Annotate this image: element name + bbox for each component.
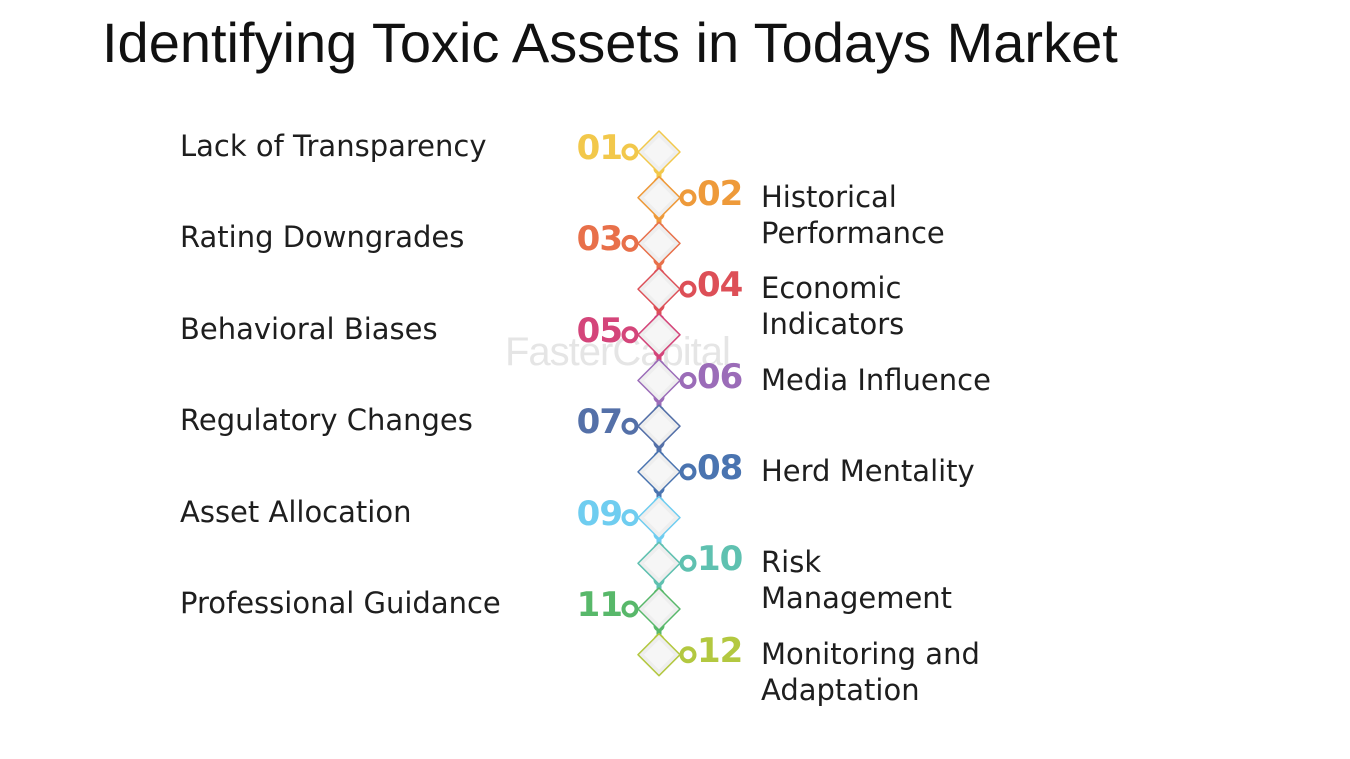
step-label: Risk Management: [761, 545, 953, 616]
step-number: 10: [697, 539, 743, 580]
step-connector-dot: [621, 600, 639, 618]
watermark-logo: FasterCapital: [505, 330, 731, 374]
step-number: 09: [576, 493, 623, 534]
step-diamond: [637, 541, 681, 586]
step-diamond: [637, 450, 681, 494]
step-diamond: [637, 313, 681, 357]
step-connector-dot: [621, 234, 639, 252]
step-diamond: [637, 267, 681, 311]
step-number: 04: [697, 265, 743, 306]
step-label: Historical Performance: [761, 179, 945, 250]
step-number: 08: [697, 447, 743, 488]
step-label: Regulatory Changes: [180, 403, 473, 438]
step-label: Professional Guidance: [180, 586, 501, 620]
step-label: Rating Downgrades: [180, 220, 465, 255]
step-number: 01: [576, 128, 623, 168]
step-label: Asset Allocation: [180, 494, 412, 529]
step-diamond: [637, 632, 681, 677]
step-number: 07: [576, 402, 623, 443]
step-label: Monitoring and Adaptation: [761, 636, 980, 707]
step-number: 12: [697, 630, 743, 671]
step-connector-dot: [621, 509, 639, 527]
step-connector-dot: [621, 326, 639, 344]
step-connector-dot: [679, 189, 697, 207]
step-connector-dot: [679, 463, 697, 481]
step-connector-dot: [621, 143, 639, 161]
step-number: 11: [576, 585, 623, 625]
step-number: 02: [697, 173, 743, 214]
step-diamond: [637, 175, 681, 220]
step-number: 05: [576, 310, 623, 351]
step-number: 03: [576, 219, 623, 260]
step-label: Lack of Transparency: [180, 129, 487, 163]
step-label: Economic Indicators: [761, 271, 905, 342]
step-connector-dot: [679, 554, 697, 572]
step-connector-dot: [679, 646, 697, 664]
step-diamond: [637, 221, 681, 266]
step-diamond: [637, 358, 681, 403]
step-diamond: [637, 587, 681, 631]
step-diamond: [637, 404, 681, 448]
step-connector-dot: [679, 280, 697, 298]
step-label: Behavioral Biases: [180, 311, 438, 346]
step-diamond: [637, 495, 681, 540]
step-number: 06: [697, 356, 743, 397]
step-connector-dot: [679, 372, 697, 389]
step-label: Herd Mentality: [761, 453, 975, 488]
step-connector-dot: [621, 417, 639, 435]
page-title: Identifying Toxic Assets in Todays Marke…: [102, 11, 1118, 74]
step-label: Media Influence: [761, 362, 991, 397]
step-diamond: [637, 130, 681, 174]
